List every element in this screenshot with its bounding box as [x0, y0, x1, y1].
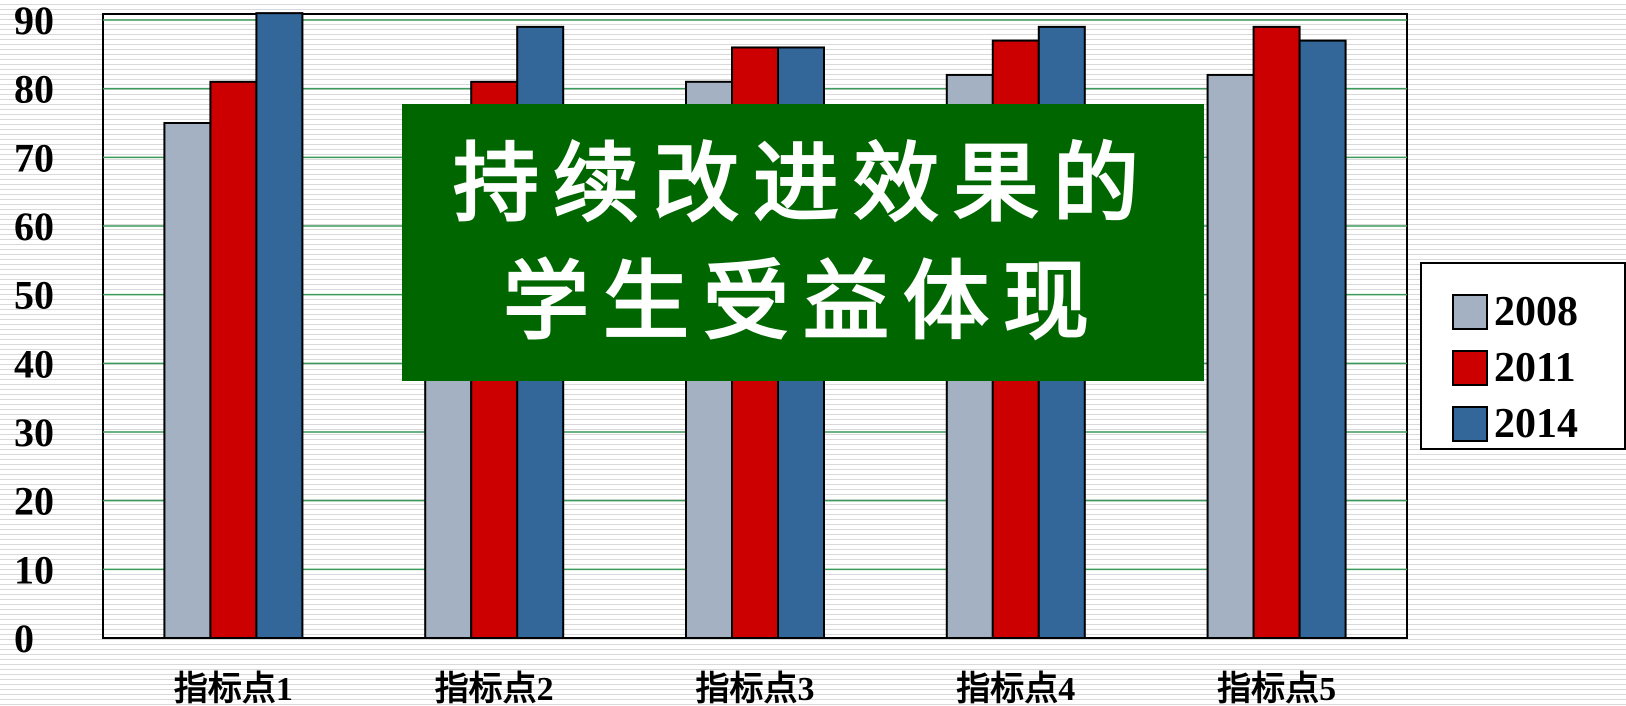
x-tick-label: 指标点1: [174, 670, 293, 706]
bar: [255, 12, 304, 639]
legend-label-2014: 2014: [1494, 401, 1578, 447]
bar: [1298, 39, 1347, 640]
y-tick-label: 90: [14, 0, 54, 43]
legend-item-2014: 2014: [1452, 396, 1624, 452]
y-tick-label: 0: [14, 616, 34, 661]
x-tick-label: 指标点4: [956, 670, 1075, 706]
x-tick-label: 指标点2: [435, 670, 554, 706]
bar: [163, 122, 212, 639]
y-tick-label: 70: [14, 135, 54, 180]
legend-swatch-2011: [1452, 350, 1488, 386]
legend-label-2011: 2011: [1494, 345, 1576, 391]
y-tick-label: 10: [14, 547, 54, 592]
y-tick-label: 20: [14, 479, 54, 524]
legend-label-2008: 2008: [1494, 289, 1578, 335]
x-tick-label: 指标点3: [696, 670, 815, 706]
y-tick-label: 80: [14, 67, 54, 112]
bar: [209, 80, 258, 640]
y-tick-label: 60: [14, 204, 54, 249]
legend-item-2011: 2011: [1452, 340, 1624, 396]
legend: 2008 2011 2014: [1420, 262, 1626, 450]
overlay-line-2: 学生受益体现: [503, 251, 1103, 352]
legend-item-2008: 2008: [1452, 284, 1624, 340]
x-tick-label: 指标点5: [1217, 670, 1336, 706]
y-tick-label: 30: [14, 410, 54, 455]
y-tick-label: 40: [14, 341, 54, 386]
y-tick-label: 50: [14, 273, 54, 318]
legend-swatch-2014: [1452, 406, 1488, 442]
overlay-line-1: 持续改进效果的: [453, 133, 1153, 234]
bar: [1252, 25, 1301, 640]
title-overlay: 持续改进效果的 学生受益体现: [402, 104, 1204, 381]
bar: [1206, 73, 1255, 639]
legend-swatch-2008: [1452, 294, 1488, 330]
